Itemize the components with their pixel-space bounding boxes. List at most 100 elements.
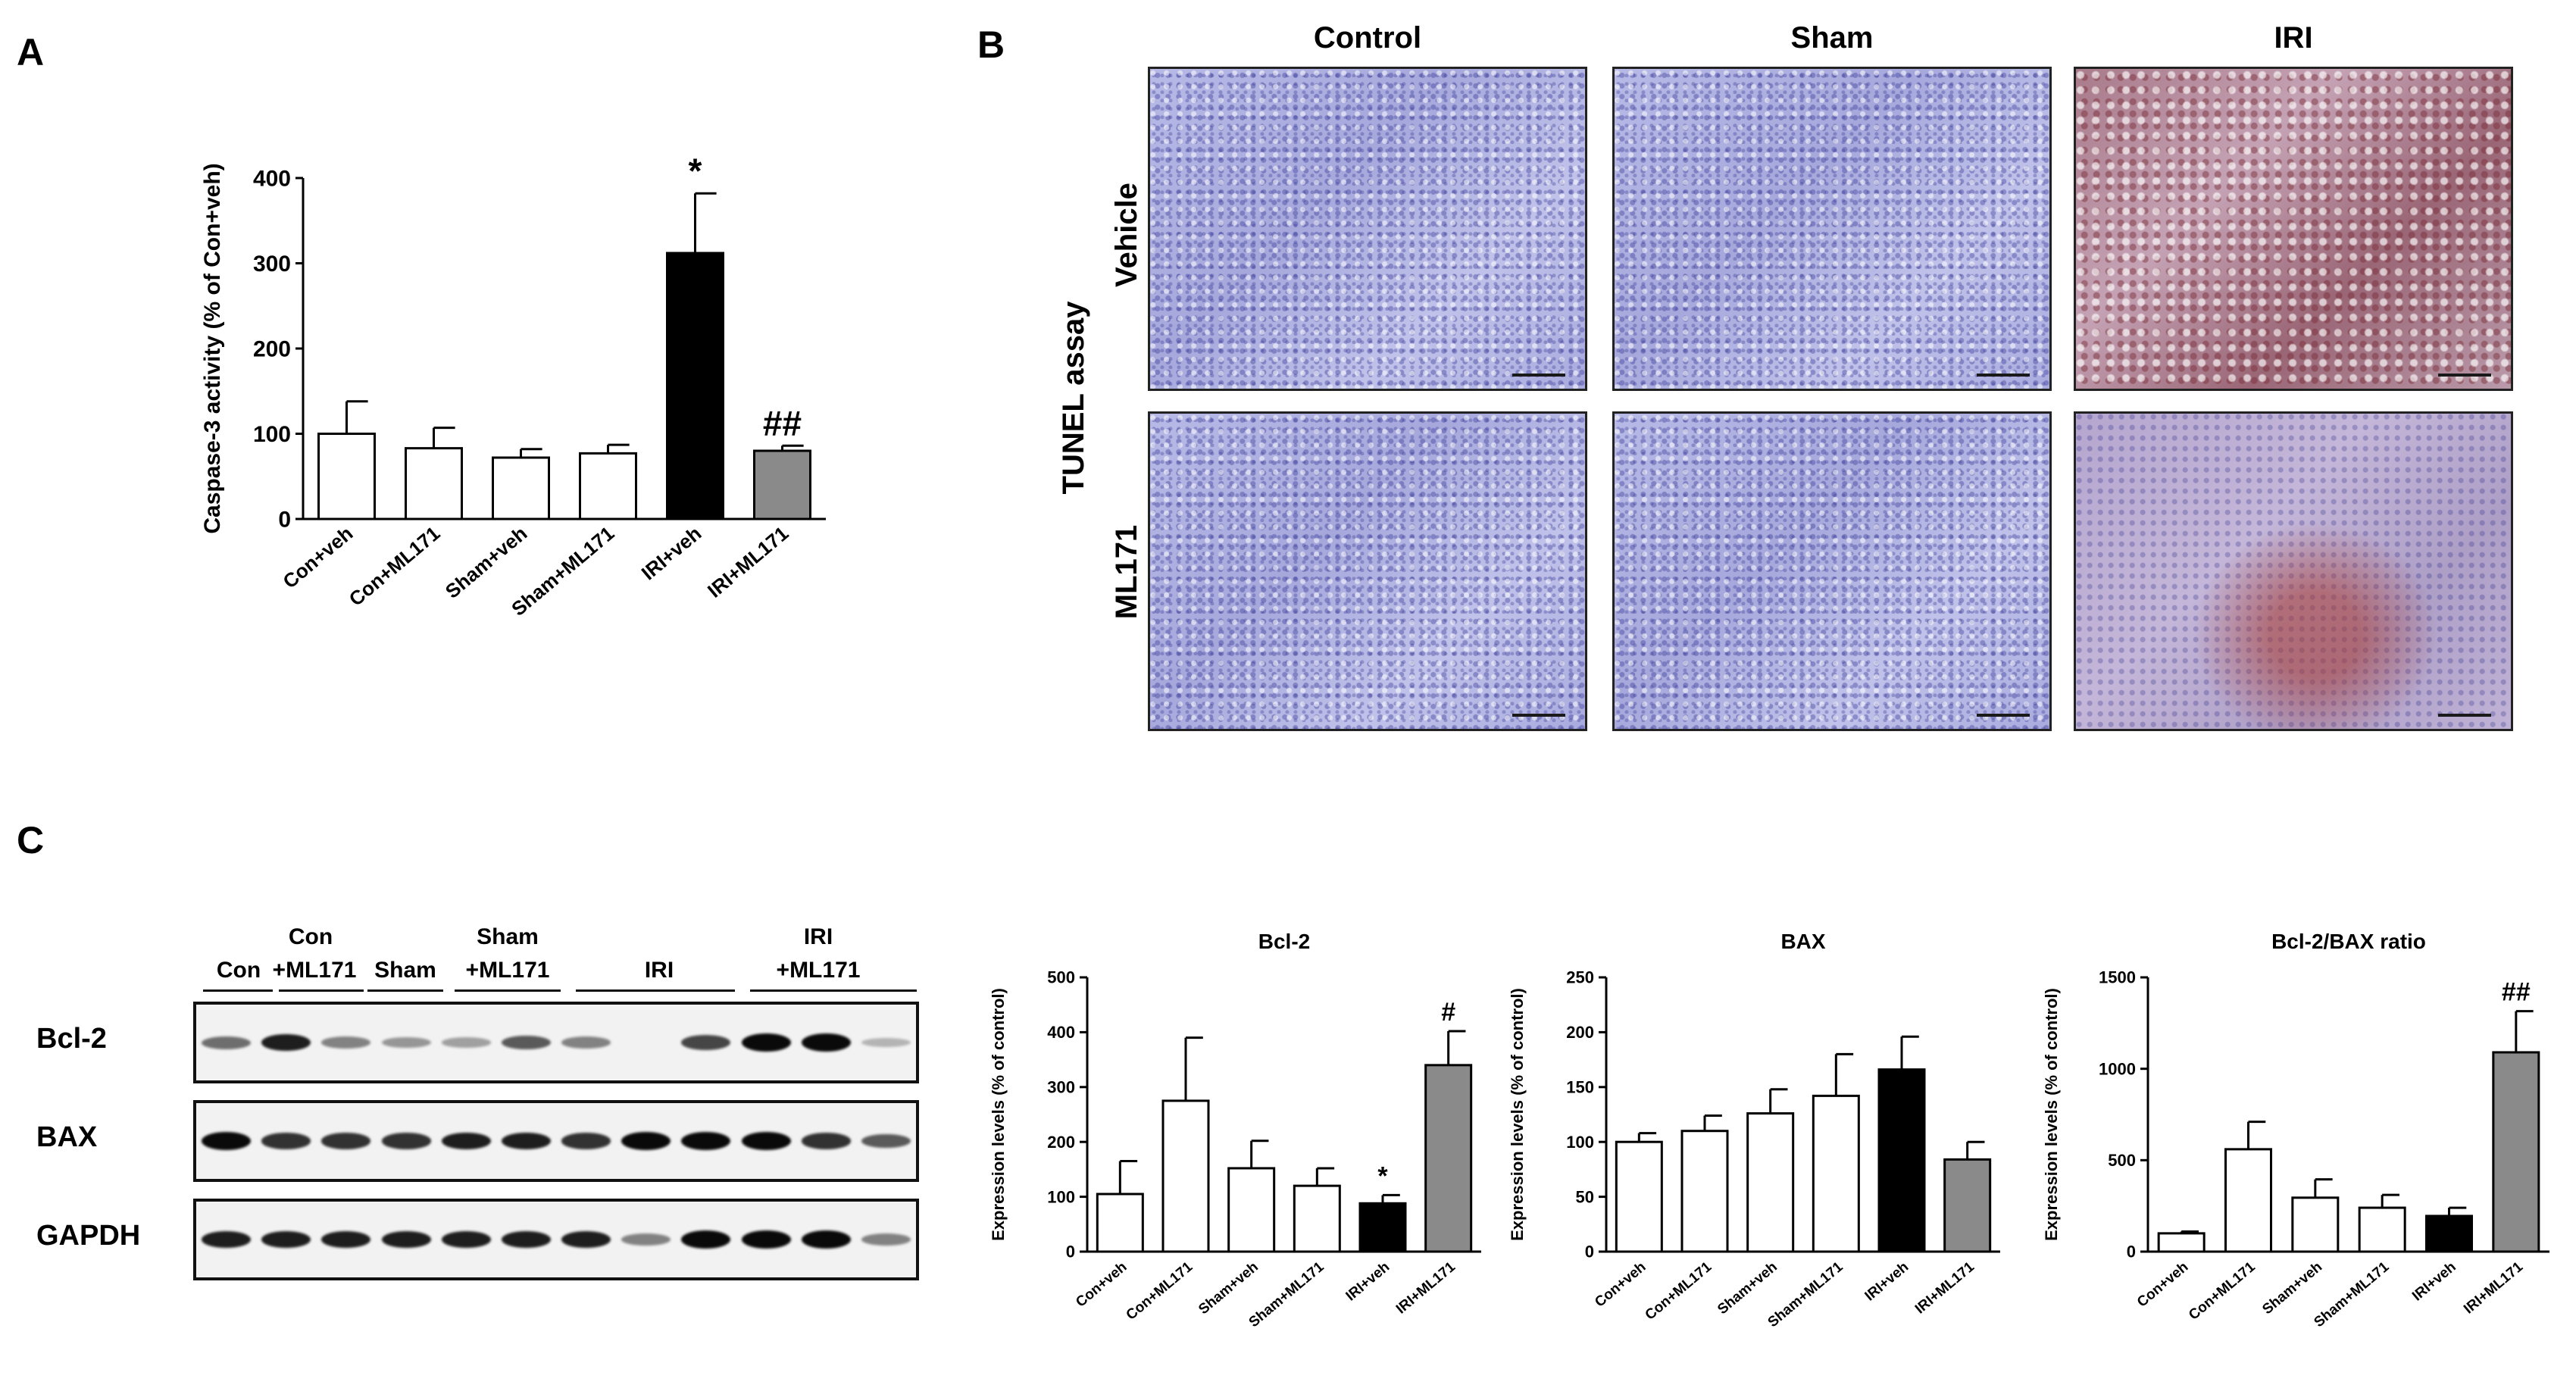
bar xyxy=(1293,1184,1341,1253)
lane-group-label: Con xyxy=(288,924,333,949)
blot-band xyxy=(861,1233,911,1246)
blot-band xyxy=(801,1230,851,1249)
micrograph-sham-vehicle xyxy=(1612,67,2052,391)
bcl2-chart: Bcl-2 Expression levels (% of control) 0 10… xyxy=(989,930,1481,1330)
bar xyxy=(1358,1202,1407,1253)
y-tick-label: 500 xyxy=(1047,968,1075,987)
blot-band xyxy=(501,1035,551,1050)
blot-band xyxy=(261,1033,311,1052)
y-tick-label: 400 xyxy=(1047,1023,1075,1042)
side-label-tunel: TUNEL assay xyxy=(1057,301,1090,495)
bar xyxy=(1746,1112,1795,1253)
y-axis-label: Expression levels (% of control) xyxy=(2042,988,2061,1241)
bar xyxy=(2157,1232,2206,1253)
chart-title: Bcl-2 xyxy=(1258,930,1310,953)
significance-marker: ## xyxy=(763,403,802,442)
y-tick-label: 1000 xyxy=(2099,1059,2136,1078)
lane-group-label: Sham xyxy=(477,924,539,949)
blot-band xyxy=(741,1033,791,1052)
blot-band xyxy=(561,1230,611,1249)
bar xyxy=(2224,1148,2272,1253)
panel-label-a: A xyxy=(17,31,45,73)
blot-band xyxy=(321,1230,371,1249)
y-tick-label: 250 xyxy=(1566,968,1594,987)
column-header-sham: Sham xyxy=(1790,21,1874,55)
x-tick-label: IRI+ML171 xyxy=(1393,1258,1458,1317)
y-axis-label: Expression levels (% of control) xyxy=(1508,988,1527,1241)
ratio-chart: Bcl-2/BAX ratio Expression levels (% of c… xyxy=(2042,930,2549,1330)
bar xyxy=(1227,1167,1276,1253)
lane-group-label: +ML171 xyxy=(776,958,861,983)
bar xyxy=(1812,1094,1860,1253)
blot-band xyxy=(501,1230,551,1249)
significance-marker: # xyxy=(1441,998,1455,1027)
x-tick-label: IRI+ML171 xyxy=(703,522,792,602)
x-tick-label: Con+veh xyxy=(2134,1259,2191,1311)
blot-band xyxy=(261,1133,311,1149)
row-label-ml171: ML171 xyxy=(1110,524,1143,620)
lane-group-label: +ML171 xyxy=(272,958,357,983)
bax-chart: BAX Expression levels (% of control) 0 50 10… xyxy=(1508,930,2000,1330)
blot-band xyxy=(861,1037,911,1048)
blot-band xyxy=(561,1133,611,1149)
blot-band xyxy=(501,1132,551,1150)
blot-label-bax: BAX xyxy=(36,1121,98,1153)
x-tick-label: Sham+veh xyxy=(2259,1259,2325,1318)
x-tick-label: Con+ML171 xyxy=(2186,1258,2259,1323)
blot-band xyxy=(681,1035,731,1050)
x-tick-label: IRI+veh xyxy=(2409,1259,2459,1305)
bar xyxy=(405,447,463,520)
panel-label-b: B xyxy=(977,23,1005,66)
micrograph-control-ml171 xyxy=(1148,411,1587,731)
blot-band xyxy=(381,1133,431,1149)
bar xyxy=(1615,1140,1663,1253)
blot-band xyxy=(441,1132,491,1150)
y-tick-label: 500 xyxy=(2108,1151,2136,1170)
y-tick-label: 200 xyxy=(1047,1133,1075,1152)
blot-band xyxy=(741,1132,791,1150)
blot-band xyxy=(441,1037,491,1048)
x-tick-label: Con+veh xyxy=(1592,1259,1649,1311)
y-tick-label: 400 xyxy=(253,167,291,192)
blot-band xyxy=(381,1036,431,1049)
bar xyxy=(1424,1064,1473,1253)
blot-band xyxy=(321,1133,371,1149)
blot-label-bcl2: Bcl-2 xyxy=(36,1023,107,1055)
significance-marker: * xyxy=(689,151,702,190)
blot-band xyxy=(202,1132,252,1150)
y-tick-label: 1500 xyxy=(2099,968,2136,987)
blot-band xyxy=(861,1133,911,1149)
x-tick-label: Con+ML171 xyxy=(1643,1258,1715,1323)
x-tick-label: IRI+veh xyxy=(1343,1259,1393,1305)
micrograph-iri-ml171 xyxy=(2074,411,2513,731)
lane-group-label: Sham xyxy=(374,958,436,983)
y-tick-label: 100 xyxy=(253,422,291,447)
x-tick-label: Con+ML171 xyxy=(345,522,445,611)
blot-band xyxy=(561,1036,611,1049)
x-tick-label: Con+veh xyxy=(278,522,357,593)
blot-strip-bcl2 xyxy=(193,1002,919,1083)
blot-label-gapdh: GAPDH xyxy=(36,1220,141,1252)
y-tick-label: 200 xyxy=(1566,1023,1594,1042)
bar xyxy=(492,456,550,520)
blot-band xyxy=(681,1230,731,1249)
blot-band xyxy=(801,1133,851,1149)
blot-band xyxy=(621,1233,671,1246)
bar xyxy=(753,449,811,520)
significance-marker: * xyxy=(1377,1161,1388,1190)
y-tick-label: 100 xyxy=(1566,1133,1594,1152)
blot-band xyxy=(801,1033,851,1052)
micrograph-sham-ml171 xyxy=(1612,411,2052,731)
bar xyxy=(666,252,724,520)
blot-band xyxy=(261,1230,311,1249)
y-axis-label: Expression levels (% of control) xyxy=(989,988,1008,1241)
bar xyxy=(1943,1158,1992,1253)
y-tick-label: 200 xyxy=(253,337,291,362)
chart-title: Bcl-2/BAX ratio xyxy=(2271,930,2426,953)
x-tick-label: IRI+veh xyxy=(637,522,706,585)
y-axis-label: Caspase-3 activity (% of Con+veh) xyxy=(200,163,225,533)
blot-band xyxy=(202,1036,252,1049)
lane-group-label: +ML171 xyxy=(465,958,550,983)
blot-strip-bax xyxy=(193,1100,919,1182)
x-tick-label: Con+ML171 xyxy=(1124,1258,1196,1323)
